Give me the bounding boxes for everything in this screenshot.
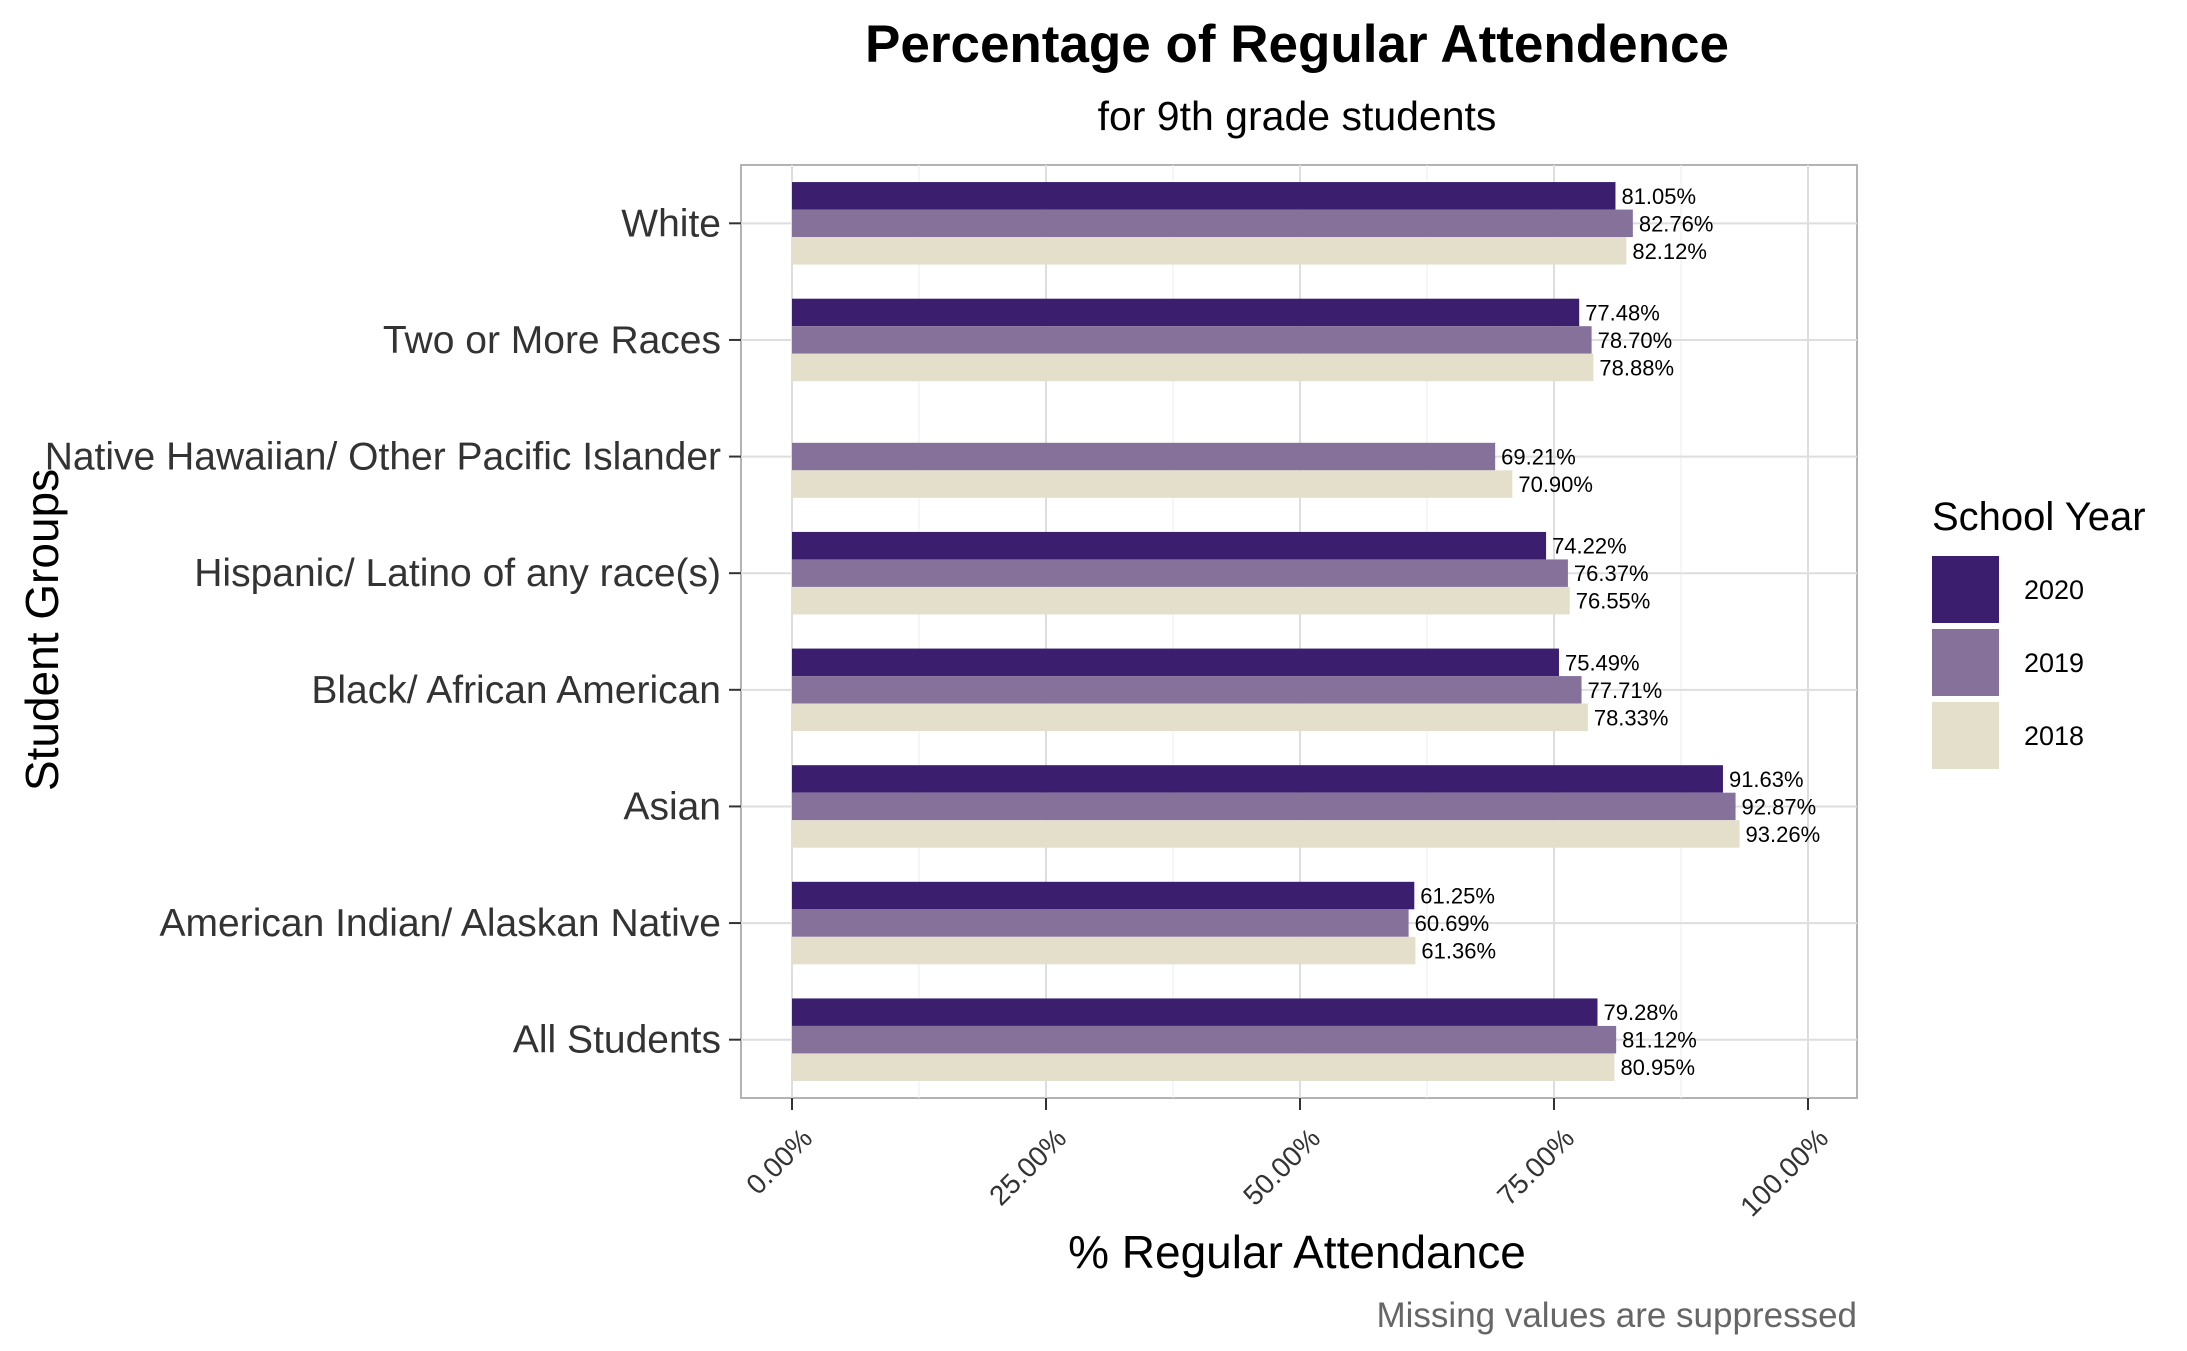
bar-2018: [792, 1053, 1615, 1081]
legend-key-2020: [1932, 556, 1999, 623]
legend-title: School Year: [1932, 495, 2146, 539]
chart-subtitle: for 9th grade students: [1098, 93, 1497, 139]
bar-value-label: 82.12%: [1632, 239, 1707, 264]
legend-label: 2018: [2024, 721, 2084, 751]
bar-2020: [792, 298, 1580, 327]
y-tick-label: Native Hawaiian/ Other Pacific Islander: [45, 436, 721, 479]
x-axis: 0.00% 25.00% 50.00% 75.00% 100.00%: [740, 1098, 1834, 1222]
bar-2018: [792, 353, 1594, 382]
bar-value-label: 77.48%: [1585, 300, 1660, 325]
bar-2018: [792, 820, 1740, 848]
bar-value-label: 80.95%: [1620, 1055, 1695, 1080]
bar-2018: [792, 586, 1570, 615]
bar-2020: [792, 998, 1598, 1026]
bar-value-label: 78.70%: [1598, 328, 1673, 353]
bar-2020: [792, 765, 1723, 793]
bar-2018: [792, 703, 1588, 732]
bar-2019: [792, 676, 1582, 704]
bar-2020: [792, 881, 1415, 910]
caption: Missing values are suppressed: [1376, 1296, 1857, 1335]
bar-2018: [792, 936, 1416, 965]
chart-title: Percentage of Regular Attendence: [865, 15, 1729, 74]
bar-2018: [792, 470, 1513, 498]
y-tick-label: All Students: [513, 1019, 721, 1062]
y-tick-label: American Indian/ Alaskan Native: [160, 902, 721, 945]
bar-value-label: 69.21%: [1501, 445, 1576, 470]
x-tick-label: 100.00%: [1734, 1122, 1834, 1222]
bar-value-label: 77.71%: [1588, 678, 1663, 703]
bar-2019: [792, 326, 1592, 354]
x-axis-title: % Regular Attendance: [1068, 1226, 1526, 1278]
bar-value-label: 60.69%: [1415, 911, 1490, 936]
x-tick-label: 50.00%: [1237, 1122, 1326, 1211]
bar-2019: [792, 209, 1633, 238]
y-axis: All Students American Indian/ Alaskan Nat…: [45, 202, 741, 1062]
legend-label: 2020: [2024, 575, 2084, 605]
y-axis-title: Student Groups: [16, 469, 68, 791]
legend-key-2019: [1932, 629, 1999, 696]
x-tick-label: 75.00%: [1491, 1122, 1580, 1211]
bar-value-label: 91.63%: [1729, 767, 1804, 792]
bar-value-label: 78.33%: [1594, 705, 1669, 730]
legend-key-2018: [1932, 702, 1999, 769]
y-tick-label: Black/ African American: [311, 669, 721, 712]
bar-value-label: 61.25%: [1420, 884, 1495, 909]
bar-2018: [792, 237, 1627, 265]
bar-value-label: 81.05%: [1621, 184, 1696, 209]
bar-value-label: 61.36%: [1421, 939, 1496, 964]
bar-value-label: 92.87%: [1742, 794, 1817, 819]
bar-value-label: 81.12%: [1622, 1028, 1697, 1053]
legend-label: 2019: [2024, 648, 2084, 678]
bar-2019: [792, 909, 1409, 937]
bar-value-label: 74.22%: [1552, 534, 1627, 559]
bar-2019: [792, 442, 1496, 471]
bar-value-label: 75.49%: [1565, 650, 1640, 675]
bar-2019: [792, 1025, 1617, 1054]
bar-value-label: 78.88%: [1599, 355, 1674, 380]
bars: [792, 182, 1740, 1081]
y-tick-label: White: [621, 202, 721, 245]
bar-2020: [792, 182, 1616, 210]
x-tick-label: 0.00%: [740, 1122, 818, 1200]
bar-value-label: 82.76%: [1639, 211, 1714, 236]
bar-value-label: 70.90%: [1518, 472, 1593, 497]
bar-2020: [792, 531, 1547, 560]
bar-value-label: 76.55%: [1576, 589, 1651, 614]
bar-2020: [792, 648, 1559, 677]
y-tick-label: Two or More Races: [383, 319, 721, 362]
y-tick-label: Hispanic/ Latino of any race(s): [194, 552, 721, 595]
bar-value-label: 79.28%: [1603, 1000, 1678, 1025]
bar-2019: [792, 792, 1736, 821]
y-tick-label: Asian: [623, 785, 721, 828]
bar-value-label: 76.37%: [1574, 561, 1649, 586]
x-tick-label: 25.00%: [983, 1122, 1072, 1211]
bar-labels: 79.28% 81.12%80.95% 61.25%60.69% 61.36% 91.6…: [1415, 184, 1821, 1080]
bar-value-label: 93.26%: [1746, 822, 1821, 847]
legend: School Year 2020 2019 2018: [1932, 495, 2146, 769]
bar-2019: [792, 559, 1568, 587]
